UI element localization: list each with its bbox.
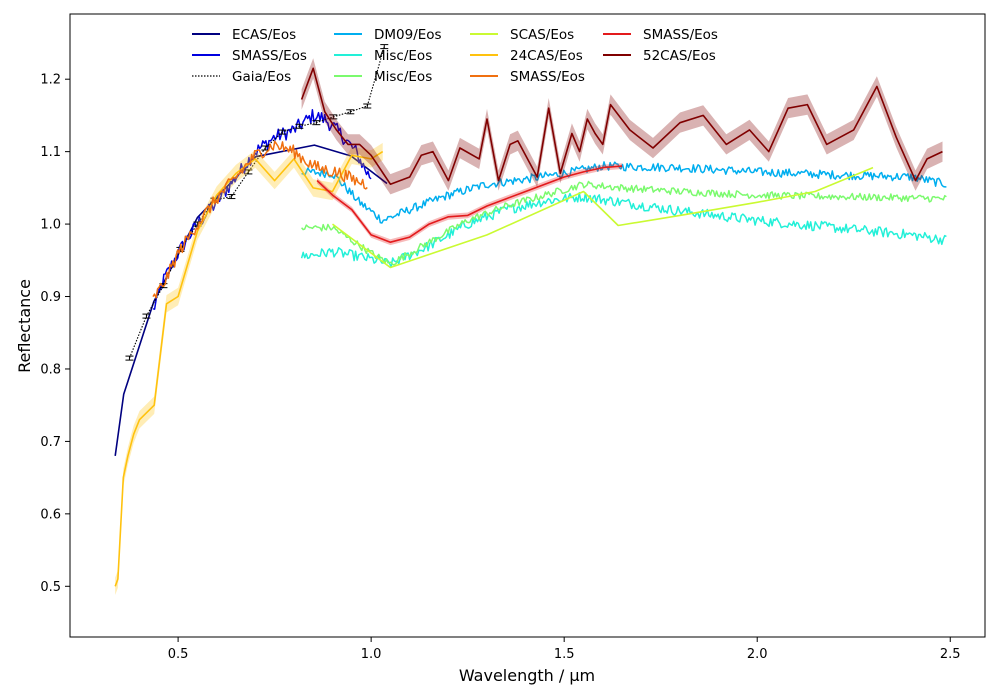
y-tick-label: 1.0 [40,218,61,233]
legend-item: SMASS/Eos [192,48,307,64]
legend-item: Misc/Eos [334,48,432,64]
legend-item: SMASS/Eos [603,27,718,43]
legend-label: SMASS/Eos [232,48,307,64]
y-tick-label: 1.1 [40,145,61,160]
legend-label: 24CAS/Eos [510,48,583,64]
legend-item: SCAS/Eos [470,27,574,43]
legend-item: SMASS/Eos [470,69,585,85]
x-axis-label: Wavelength / µm [459,666,595,685]
legend-label: ECAS/Eos [232,27,296,43]
y-tick-label: 0.8 [40,362,61,377]
legend-item: 24CAS/Eos [470,48,583,64]
errorbar-point [363,103,372,109]
x-tick-label: 2.0 [747,647,768,662]
legend-label: SMASS/Eos [510,69,585,85]
legend-label: Misc/Eos [374,48,432,64]
y-tick-label: 0.5 [40,580,61,595]
errorbar-point [125,355,134,361]
errorbar-point [329,114,338,120]
x-tick-label: 2.5 [940,647,961,662]
x-tick-label: 1.0 [361,647,382,662]
legend-item: 52CAS/Eos [603,48,716,64]
errorbar-point [295,123,304,129]
ticks-layer: 0.5 1.0 1.5 2.0 2.5 0.5 0.6 0.7 0.8 0.9 1.0 1.1 1.2 [40,73,960,662]
series-line-misc-eos-5 [301,180,947,266]
plot-frame [69,13,986,638]
legend-label: SCAS/Eos [510,27,574,43]
series-line-24cas-eos-7 [114,150,384,587]
x-tick-label: 1.5 [554,647,575,662]
errorbar-point [278,129,287,135]
legend-item: Gaia/Eos [192,69,291,85]
errorbar-point [380,44,389,50]
legend-label: Gaia/Eos [232,69,291,85]
errorbar-point [312,120,321,126]
legend-label: 52CAS/Eos [643,48,716,64]
series-line-dm09-eos-3 [301,161,947,224]
legend-label: Misc/Eos [374,69,432,85]
series-line-smass-eos-8 [152,140,368,299]
errorbar-point [346,109,355,115]
errorbar-point [142,313,151,319]
y-tick-label: 1.2 [40,73,61,88]
legend-label: DM09/Eos [374,27,442,43]
series-line-52cas-eos-10 [300,67,943,185]
series-line-smass-eos-9 [316,165,623,243]
y-tick-label: 0.7 [40,435,61,450]
errorbar-point [227,194,236,200]
legend: ECAS/Eos SMASS/Eos Gaia/Eos DM09/Eos Misc/Eo… [192,27,718,85]
legend-item: Misc/Eos [334,69,432,85]
series-line-misc-eos-4 [300,192,947,268]
series-band-52cas-eos-10 [301,58,943,195]
y-tick-label: 0.9 [40,290,61,305]
series-line-scas-eos-6 [332,166,874,269]
y-axis-label: Reflectance [15,279,34,373]
legend-item: ECAS/Eos [192,27,296,43]
series-line-gaia-eos-2 [128,46,385,359]
y-tick-label: 0.6 [40,507,61,522]
legend-label: SMASS/Eos [643,27,718,43]
series-layer [114,44,947,595]
errorbar-point [244,169,253,175]
legend-item: DM09/Eos [334,27,442,43]
series-band-24cas-eos-7 [115,142,383,595]
x-tick-label: 0.5 [168,647,189,662]
